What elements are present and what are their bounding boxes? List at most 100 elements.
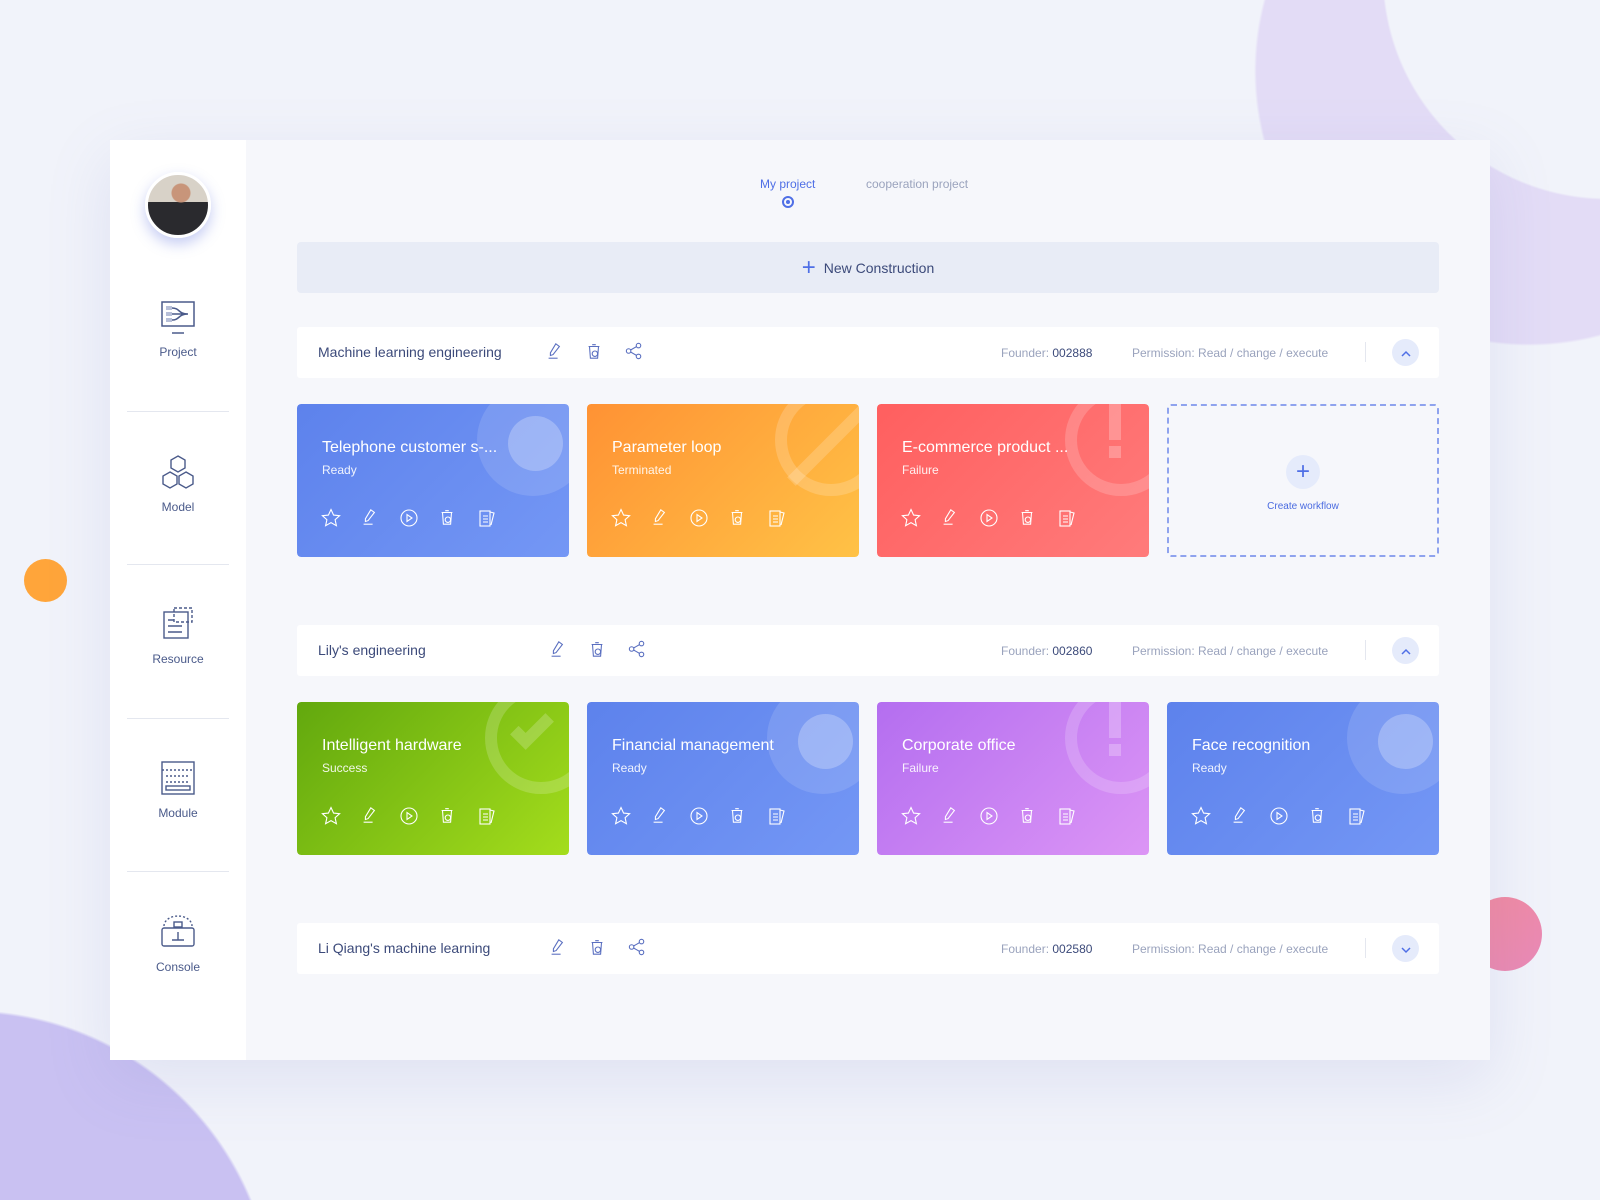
founder-value: 002888 xyxy=(1052,346,1093,360)
project-name: Lily's engineering xyxy=(318,642,426,658)
delete-icon[interactable] xyxy=(588,640,606,661)
edit-icon[interactable] xyxy=(548,938,566,959)
create-workflow-button[interactable]: + Create workflow xyxy=(1167,404,1439,557)
project-row: Li Qiang's machine learning Founder: 002… xyxy=(297,923,1439,974)
sidebar-item-module[interactable]: Module xyxy=(110,760,246,820)
edit-icon[interactable] xyxy=(940,508,960,528)
divider xyxy=(1365,342,1366,362)
star-icon[interactable] xyxy=(901,508,921,528)
document-icon[interactable] xyxy=(477,508,497,528)
document-icon[interactable] xyxy=(477,806,497,826)
app-window: Project Model Resource Module Console My… xyxy=(110,140,1490,1060)
project-icon xyxy=(161,301,195,334)
edit-icon[interactable] xyxy=(650,508,670,528)
tab-cooperation-project[interactable]: cooperation project xyxy=(866,177,968,191)
share-icon[interactable] xyxy=(628,938,646,959)
play-icon[interactable] xyxy=(979,508,999,528)
play-icon[interactable] xyxy=(689,508,709,528)
divider xyxy=(127,411,229,412)
delete-icon[interactable] xyxy=(588,938,606,959)
ready-icon xyxy=(1378,714,1433,769)
share-icon[interactable] xyxy=(628,640,646,661)
sidebar-item-resource[interactable]: Resource xyxy=(110,606,246,666)
play-icon[interactable] xyxy=(1269,806,1289,826)
active-tab-indicator xyxy=(781,196,794,208)
workflow-title: Financial management xyxy=(612,737,774,754)
delete-icon[interactable] xyxy=(438,508,458,528)
delete-icon[interactable] xyxy=(1018,508,1038,528)
star-icon[interactable] xyxy=(901,806,921,826)
new-construction-button[interactable]: + New Construction xyxy=(297,242,1439,293)
tab-label: My project xyxy=(760,177,816,191)
workflow-card[interactable]: Financial management Ready xyxy=(587,702,859,855)
edit-icon[interactable] xyxy=(548,640,566,661)
founder-value: 002580 xyxy=(1052,942,1093,956)
collapse-button[interactable] xyxy=(1392,637,1419,664)
create-workflow-label: Create workflow xyxy=(1267,501,1339,512)
document-icon[interactable] xyxy=(767,508,787,528)
failure-icon xyxy=(1065,702,1149,794)
founder: Founder: 002860 xyxy=(1001,644,1092,658)
avatar[interactable] xyxy=(145,172,211,238)
module-icon xyxy=(161,761,195,795)
play-icon[interactable] xyxy=(689,806,709,826)
edit-icon[interactable] xyxy=(650,806,670,826)
play-icon[interactable] xyxy=(399,508,419,528)
star-icon[interactable] xyxy=(321,508,341,528)
star-icon[interactable] xyxy=(611,508,631,528)
success-icon xyxy=(485,702,569,794)
workflow-card[interactable]: E-commerce product ... Failure xyxy=(877,404,1149,557)
founder: Founder: 002888 xyxy=(1001,346,1092,360)
workflow-card[interactable]: Intelligent hardware Success xyxy=(297,702,569,855)
sidebar-item-project[interactable]: Project xyxy=(110,301,246,359)
delete-icon[interactable] xyxy=(728,806,748,826)
workflow-title: Telephone customer s-... xyxy=(322,439,498,456)
sidebar-item-label: Console xyxy=(155,960,201,974)
permission-value: Read / change / execute xyxy=(1198,942,1329,956)
edit-icon[interactable] xyxy=(940,806,960,826)
sidebar-item-model[interactable]: Model xyxy=(110,454,246,514)
play-icon[interactable] xyxy=(399,806,419,826)
delete-icon[interactable] xyxy=(1018,806,1038,826)
expand-button[interactable] xyxy=(1392,935,1419,962)
share-icon[interactable] xyxy=(625,342,643,363)
document-icon[interactable] xyxy=(1057,508,1077,528)
tab-my-project[interactable]: My project xyxy=(760,177,815,208)
plus-icon: + xyxy=(1286,455,1320,489)
edit-icon[interactable] xyxy=(1230,806,1250,826)
new-construction-label: New Construction xyxy=(823,259,935,276)
workflow-title: Face recognition xyxy=(1192,737,1311,754)
star-icon[interactable] xyxy=(611,806,631,826)
tab-label: cooperation project xyxy=(866,177,969,191)
delete-icon[interactable] xyxy=(438,806,458,826)
workflow-card[interactable]: Corporate office Failure xyxy=(877,702,1149,855)
project-name: Machine learning engineering xyxy=(318,344,502,360)
permission-label: Permission: xyxy=(1132,346,1195,360)
delete-icon[interactable] xyxy=(585,342,603,363)
sidebar-item-console[interactable]: Console xyxy=(110,914,246,974)
sidebar-item-label: Model xyxy=(161,500,195,514)
edit-icon[interactable] xyxy=(360,508,380,528)
delete-icon[interactable] xyxy=(728,508,748,528)
star-icon[interactable] xyxy=(321,806,341,826)
edit-icon[interactable] xyxy=(545,342,563,363)
workflow-card[interactable]: Face recognition Ready xyxy=(1167,702,1439,855)
document-icon[interactable] xyxy=(1347,806,1367,826)
delete-icon[interactable] xyxy=(1308,806,1328,826)
workflow-status: Ready xyxy=(612,761,647,775)
workflow-card[interactable]: Parameter loop Terminated xyxy=(587,404,859,557)
edit-icon[interactable] xyxy=(360,806,380,826)
document-icon[interactable] xyxy=(767,806,787,826)
collapse-button[interactable] xyxy=(1392,339,1419,366)
chevron-down-icon xyxy=(1400,941,1412,957)
sidebar-item-label: Project xyxy=(159,345,197,359)
workflow-card[interactable]: Telephone customer s-... Ready xyxy=(297,404,569,557)
plus-icon: + xyxy=(801,253,816,281)
document-icon[interactable] xyxy=(1057,806,1077,826)
console-icon xyxy=(161,915,195,947)
workflow-status: Ready xyxy=(322,463,357,477)
play-icon[interactable] xyxy=(979,806,999,826)
project-name: Li Qiang's machine learning xyxy=(318,940,491,956)
star-icon[interactable] xyxy=(1191,806,1211,826)
workflow-status: Terminated xyxy=(612,463,672,477)
